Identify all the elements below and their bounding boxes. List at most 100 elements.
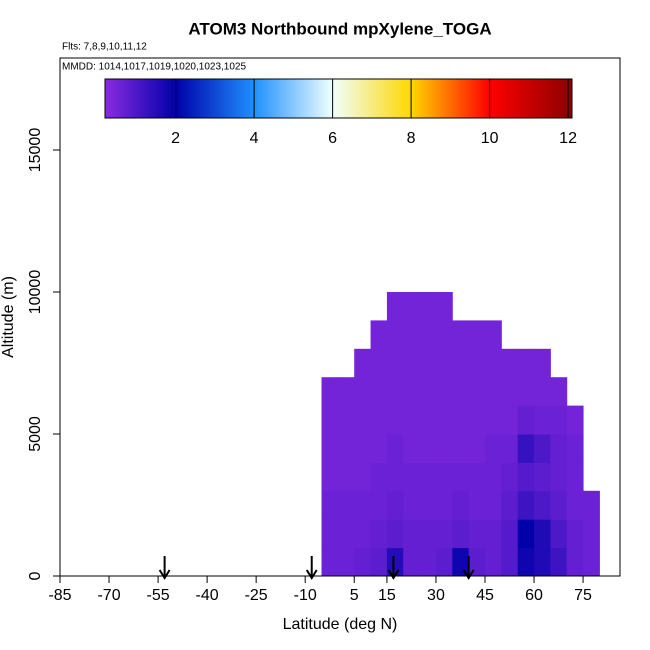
heat-cell xyxy=(419,462,437,492)
heat-cell xyxy=(435,292,453,321)
x-tick-label: 45 xyxy=(476,587,494,604)
heat-cell xyxy=(354,405,372,435)
arrow xyxy=(387,556,400,580)
heat-cell xyxy=(337,519,355,549)
heat-cell xyxy=(419,320,437,350)
arrow-head xyxy=(462,569,475,580)
heat-cell xyxy=(534,405,551,435)
heat-cell xyxy=(517,519,535,549)
heat-cell xyxy=(452,348,470,378)
heat-cell xyxy=(386,547,404,577)
colorbar xyxy=(104,78,573,119)
heat-cell xyxy=(468,490,486,520)
heat-cell xyxy=(354,462,372,492)
heat-cell xyxy=(566,547,584,577)
heat-cell xyxy=(403,292,421,321)
heat-cell xyxy=(386,292,404,321)
heat-cell xyxy=(435,547,453,577)
heat-cell xyxy=(501,377,519,407)
heat-cell xyxy=(321,405,339,435)
heat-cell xyxy=(550,490,568,520)
heat-cell xyxy=(403,490,421,520)
heat-cell xyxy=(484,547,502,577)
heat-cell xyxy=(419,377,437,407)
heat-cell xyxy=(435,405,453,435)
heat-cell xyxy=(566,434,584,463)
heat-cell xyxy=(517,348,535,378)
heat-cell xyxy=(484,462,502,492)
heat-cell xyxy=(370,490,388,520)
heat-cell xyxy=(517,377,535,407)
heat-cell xyxy=(468,377,486,407)
x-tick-label: 15 xyxy=(378,587,396,604)
heat-cell xyxy=(354,490,372,520)
heat-cell xyxy=(419,292,437,321)
heat-cell xyxy=(321,462,339,492)
heat-cell xyxy=(468,547,486,577)
heat-cell xyxy=(583,490,600,520)
heat-cell xyxy=(452,490,470,520)
heat-cell xyxy=(435,519,453,549)
heat-cell xyxy=(321,377,339,407)
heat-cell xyxy=(452,320,470,350)
heat-cell xyxy=(566,405,584,435)
heat-cell xyxy=(484,348,502,378)
heat-cell xyxy=(517,405,535,435)
arrow-head xyxy=(158,569,171,580)
y-tick-label: 15000 xyxy=(27,128,44,173)
heat-cell xyxy=(501,405,519,435)
x-tick-label: -25 xyxy=(245,587,268,604)
heat-cell xyxy=(370,320,388,350)
heat-cell xyxy=(550,462,568,492)
heat-cell xyxy=(419,434,437,463)
heat-cell xyxy=(517,462,535,492)
heat-cell xyxy=(452,547,470,577)
heat-cell xyxy=(321,490,339,520)
heat-cell xyxy=(370,547,388,577)
heat-cell xyxy=(501,462,519,492)
heat-cell xyxy=(419,348,437,378)
heat-cell xyxy=(501,434,519,463)
heat-cell xyxy=(484,434,502,463)
heat-cell xyxy=(403,547,421,577)
heat-cell xyxy=(435,462,453,492)
heat-cell xyxy=(435,320,453,350)
y-tick-label: 0 xyxy=(27,571,44,580)
x-tick-label: 30 xyxy=(427,587,445,604)
heat-cell xyxy=(337,405,355,435)
heat-cell xyxy=(452,405,470,435)
heat-cell xyxy=(452,434,470,463)
heat-cell xyxy=(517,547,535,577)
heat-cell xyxy=(370,462,388,492)
heat-cell xyxy=(403,320,421,350)
arrow-head xyxy=(305,569,318,580)
heat-cell xyxy=(484,490,502,520)
arrow xyxy=(158,556,171,580)
heat-cell xyxy=(534,434,551,463)
heat-cell xyxy=(354,377,372,407)
heat-cell xyxy=(517,490,535,520)
x-tick-label: 75 xyxy=(574,587,592,604)
heat-cell xyxy=(386,320,404,350)
heat-cell xyxy=(370,405,388,435)
heat-cell xyxy=(534,377,551,407)
heat-cell xyxy=(354,519,372,549)
colorbar-tick-label: 12 xyxy=(559,130,577,147)
heat-cell xyxy=(386,490,404,520)
heat-cell xyxy=(419,547,437,577)
y-tick-label: 10000 xyxy=(27,270,44,315)
plot-frame xyxy=(59,57,621,577)
heat-cell xyxy=(354,547,372,577)
heat-cell xyxy=(386,405,404,435)
x-tick-label: -55 xyxy=(147,587,170,604)
heat-cell xyxy=(583,519,600,549)
heat-cell xyxy=(468,519,486,549)
heat-cell xyxy=(419,405,437,435)
heat-cell xyxy=(419,519,437,549)
heat-cell xyxy=(321,519,339,549)
heat-cell xyxy=(403,348,421,378)
heat-cell xyxy=(435,434,453,463)
x-tick-label: 5 xyxy=(350,587,359,604)
heat-cell xyxy=(452,377,470,407)
heat-cell xyxy=(370,519,388,549)
